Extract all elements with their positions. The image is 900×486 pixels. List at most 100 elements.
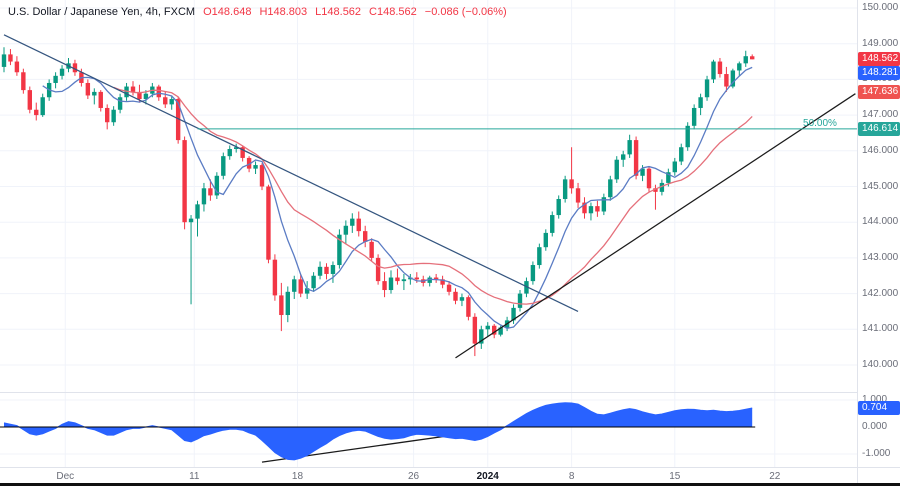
price-tag-148.281: 148.281 (858, 66, 900, 81)
trendline-trend_descending[interactable] (3, 34, 579, 313)
ohlc-low: L 148.562 (315, 6, 362, 18)
candle-body (659, 182, 665, 192)
candle-body (666, 172, 671, 183)
candle-body (201, 188, 207, 205)
price-tag-146.614: 146.614 (858, 121, 900, 136)
price-axis-divider (857, 0, 858, 485)
candle-body (743, 56, 748, 64)
candle-body (72, 63, 78, 73)
candle-body (34, 109, 39, 116)
candle-body (124, 86, 129, 98)
candle-body (433, 277, 439, 280)
chart-svg[interactable]: 50.00% (0, 0, 857, 467)
change-value: −0.086 (−0.06%) (424, 6, 507, 18)
candle-body (395, 277, 400, 282)
candle-body (137, 91, 142, 100)
candle-body (130, 86, 136, 92)
price-axis[interactable]: 150.000149.000148.000147.000146.000145.0… (857, 0, 900, 467)
candle-body (640, 168, 645, 176)
candle-body (279, 295, 284, 316)
candle-body (53, 75, 58, 83)
ma-fast-line[interactable] (42, 66, 753, 329)
candle-body (363, 231, 368, 242)
candle-body (653, 188, 658, 192)
candle-body (685, 125, 690, 148)
trendline-trend_ascending[interactable] (455, 93, 856, 359)
chart-canvas[interactable]: 50.00% (0, 0, 857, 467)
time-axis-label-2024: 2024 (476, 471, 499, 482)
oscillator-edge (3, 402, 753, 461)
price-tag-148.562: 148.562 (858, 52, 900, 67)
price-axis-label: 141.000 (862, 323, 899, 335)
candle-body (730, 70, 736, 87)
price-axis-label: 150.000 (862, 2, 899, 13)
time-axis-label-18: 18 (291, 471, 304, 482)
ma-slow-line[interactable] (113, 86, 753, 305)
time-axis-label-15: 15 (669, 471, 681, 482)
oscillator-area[interactable] (4, 402, 753, 460)
candle-body (550, 215, 555, 233)
candle-body (440, 279, 445, 285)
candle-body (1, 54, 7, 67)
candle-body (646, 168, 652, 189)
candle-body (511, 307, 516, 321)
price-axis-label: 143.000 (862, 251, 899, 263)
candle-body (227, 149, 232, 157)
candle-body (143, 93, 149, 100)
candle-body (717, 61, 723, 75)
candle-body (246, 157, 252, 169)
candle-body (163, 97, 168, 105)
price-axis-label: 145.000 (862, 180, 899, 192)
candle-body (492, 325, 497, 335)
candle-body (382, 281, 387, 291)
time-axis[interactable]: Dec 11 18 26 2024 8 15 22 (0, 467, 900, 485)
candle-body (543, 232, 548, 248)
candle-body (292, 279, 297, 292)
candle-body (459, 297, 465, 301)
price-axis-label: 142.000 (862, 287, 899, 299)
candle-body (388, 277, 394, 291)
candle-body (285, 291, 290, 316)
candle-body (369, 241, 374, 258)
candle-body (214, 175, 220, 196)
candle-body (343, 225, 349, 235)
candle-body (85, 82, 91, 96)
price-axis-label: 146.000 (862, 144, 899, 156)
candle-body (317, 266, 323, 276)
candle-body (401, 279, 407, 282)
candle-body (27, 90, 32, 110)
price-axis-label: 147.000 (862, 109, 899, 121)
candle-body (330, 265, 336, 274)
price-axis-label: 140.000 (862, 359, 899, 370)
candle-body (111, 109, 116, 123)
candle-body (691, 107, 697, 126)
ohlc-open: O 148.648 (203, 6, 252, 18)
candle-body (672, 161, 677, 173)
oscillator-axis-label: -1.000 (862, 448, 891, 459)
candle-body (195, 204, 200, 219)
candle-body (479, 329, 484, 344)
oscillator-axis-label: 1.000 (862, 394, 888, 405)
candle-body (221, 156, 226, 176)
candle-body (259, 165, 265, 187)
symbol-title[interactable]: U.S. Dollar / Japanese Yen, 4h, FXCM (8, 6, 196, 18)
price-tag-147.636: 147.636 (858, 85, 900, 100)
candle-body (524, 281, 529, 294)
candle-body (627, 140, 632, 155)
candle-body (105, 107, 110, 123)
candle-body (208, 188, 213, 196)
candle-body (556, 198, 561, 216)
candle-body (601, 197, 607, 212)
candle-body (562, 179, 568, 199)
candle-body (446, 284, 452, 292)
candle-body (485, 325, 490, 330)
price-axis-label: 149.000 (862, 37, 899, 49)
candle-body (98, 91, 103, 108)
candle-body (175, 99, 181, 141)
candle-body (608, 179, 613, 198)
candle-body (253, 165, 258, 169)
candle-body (517, 293, 523, 308)
pane-divider[interactable] (0, 392, 900, 393)
candle-body (698, 97, 703, 108)
